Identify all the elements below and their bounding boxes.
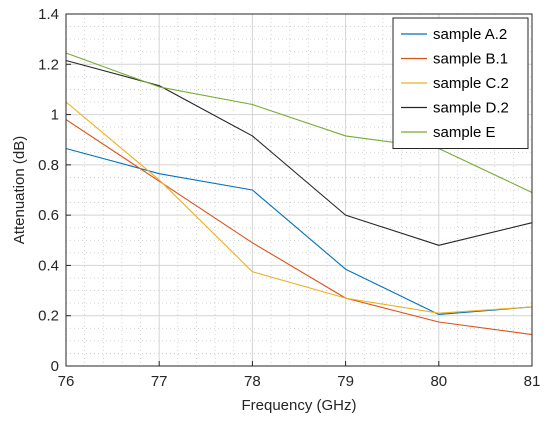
x-tick-label: 79 — [337, 373, 354, 390]
x-tick-label: 76 — [58, 373, 75, 390]
x-tick-label: 78 — [244, 373, 261, 390]
legend-entry-label: sample B.1 — [433, 51, 508, 68]
y-axis-label: Attenuation (dB) — [11, 136, 28, 244]
y-tick-label: 1.2 — [38, 56, 59, 73]
series-line-5 — [65, 52, 533, 194]
y-tick-label: 1.4 — [38, 6, 59, 23]
grid — [65, 13, 533, 367]
y-tick-label: 0.8 — [38, 157, 59, 174]
legend: sample A.2 sample B.1 sample C.2 sample D.2… — [392, 17, 529, 149]
series-line-2 — [65, 119, 533, 336]
y-tick-label: 0 — [51, 358, 59, 375]
y-tick-label: 1 — [51, 107, 59, 124]
legend-entry-label: sample A.2 — [433, 26, 507, 43]
plot-area-frame — [65, 13, 533, 367]
x-axis-label: Frequency (GHz) — [241, 397, 356, 414]
y-axis-ticks: 0 0.2 0.4 0.6 0.8 1 1.2 1.4 — [38, 6, 71, 375]
legend-entry-label: sample E — [433, 124, 496, 141]
series-lines — [65, 52, 533, 336]
x-tick-label: 77 — [151, 373, 168, 390]
x-tick-label: 80 — [430, 373, 447, 390]
x-tick-label: 81 — [524, 373, 541, 390]
legend-entry-label: sample C.2 — [433, 75, 509, 92]
y-tick-label: 0.4 — [38, 257, 59, 274]
y-tick-label: 0.2 — [38, 308, 59, 325]
series-line-3 — [65, 101, 533, 314]
series-line-1 — [65, 147, 533, 316]
y-tick-label: 0.6 — [38, 207, 59, 224]
legend-entry-label: sample D.2 — [433, 100, 509, 117]
x-axis-ticks: 76 77 78 79 80 81 — [58, 361, 541, 390]
